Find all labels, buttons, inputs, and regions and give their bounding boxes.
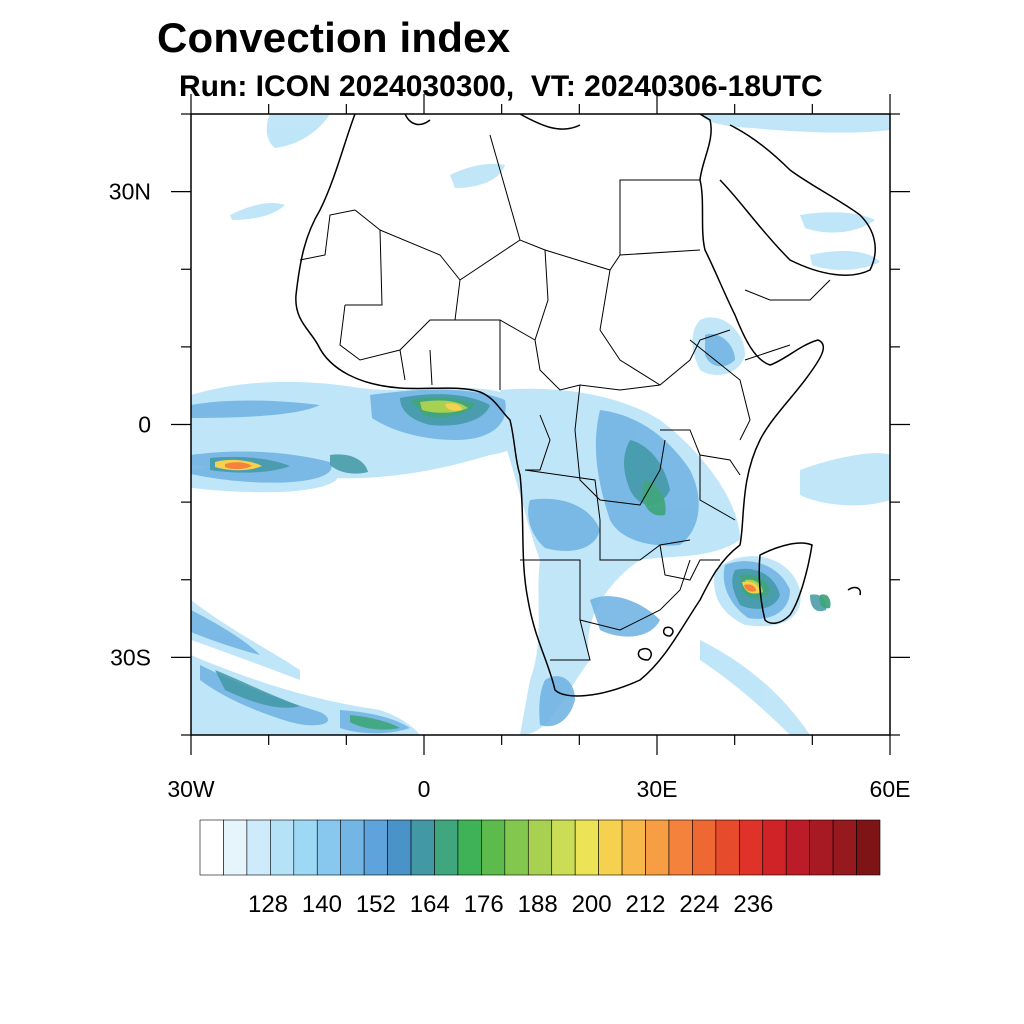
colorbar-swatch: [316, 819, 341, 876]
colorbar-label: 140: [302, 891, 342, 918]
colorbar-swatch: [645, 819, 670, 876]
colorbar-swatch: [363, 819, 388, 876]
colorbar-swatch: [715, 819, 740, 876]
x-tick-label: 0: [418, 776, 431, 802]
chart-title: Convection index: [157, 14, 511, 61]
colorbar-swatch: [223, 819, 248, 876]
colorbar-swatch: [621, 819, 646, 876]
colorbar-swatch: [481, 819, 506, 876]
x-tick-label: 30W: [167, 776, 215, 802]
colorbar-swatch: [527, 819, 553, 876]
coastlines: [295, 114, 876, 697]
colorbar-swatch: [387, 819, 412, 876]
colorbar-swatch: [574, 819, 599, 876]
colorbar-swatch: [246, 819, 271, 876]
colorbar-label: 128: [248, 891, 288, 918]
colorbar-label: 164: [410, 891, 450, 918]
colorbar-swatch: [293, 819, 318, 876]
colorbar-swatch: [410, 819, 435, 876]
colorbar-swatch: [785, 819, 810, 876]
colorbar-swatch: [668, 819, 693, 876]
colorbar-label: 176: [464, 891, 504, 918]
colorbar-swatch: [340, 819, 365, 876]
colorbar-swatch: [762, 819, 787, 876]
y-tick-label: 30N: [109, 179, 151, 205]
colorbar-label: 212: [625, 891, 665, 918]
chart-subtitle: Run: ICON 2024030300, VT: 20240306-18UTC: [179, 70, 823, 103]
colorbar-swatch: [504, 819, 529, 876]
colorbar-swatch: [199, 819, 224, 876]
colorbar-label: 200: [572, 891, 612, 918]
colorbar-label: 152: [356, 891, 396, 918]
colorbar-swatch: [270, 819, 295, 876]
colorbar-swatch: [457, 819, 482, 876]
colorbar-swatch: [551, 819, 576, 876]
colorbar: 128 140 152 164 176 188 200 212 224 236: [199, 819, 881, 918]
x-tick-label: 30E: [637, 776, 678, 802]
country-borders: [299, 134, 831, 661]
axis-ticks: [171, 94, 910, 755]
colorbar-label: 224: [679, 891, 719, 918]
colorbar-swatch: [434, 819, 459, 876]
colorbar-swatch: [598, 819, 623, 876]
y-tick-label: 30S: [110, 644, 151, 670]
colorbar-swatch: [692, 819, 717, 876]
x-tick-label: 60E: [870, 776, 911, 802]
colorbar-swatch: [832, 819, 857, 876]
colorbar-swatch: [739, 819, 764, 876]
colorbar-swatch: [809, 819, 834, 876]
y-tick-label: 0: [138, 412, 151, 438]
colorbar-label: 188: [518, 891, 558, 918]
colorbar-label: 236: [733, 891, 773, 918]
colorbar-swatch: [856, 819, 881, 876]
convection-field: [191, 114, 890, 735]
